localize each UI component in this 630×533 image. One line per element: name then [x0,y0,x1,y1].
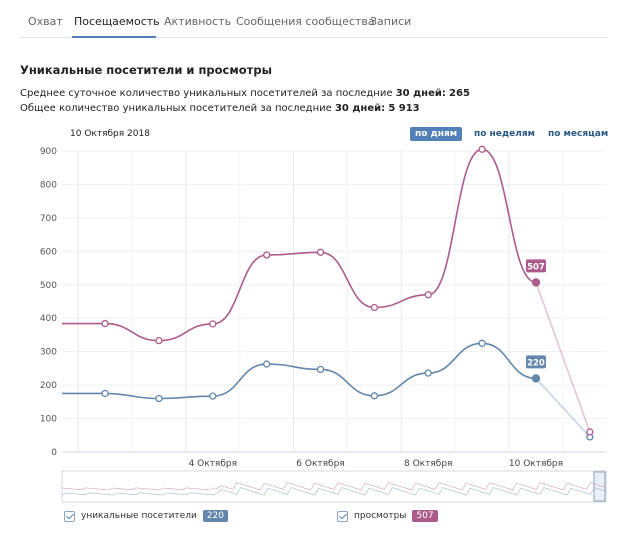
tab-reach[interactable]: Охват [28,15,63,28]
series-line-1 [62,148,537,342]
y-tick-label: 900 [40,147,57,157]
data-point [316,365,325,374]
y-tick-label: 300 [40,348,57,358]
x-tick-label: 8 Октября [404,459,452,469]
series-line-0 [62,342,537,400]
legend-views-label: просмотры [354,511,407,521]
data-point [316,248,325,256]
avg-visitors-stat: Среднее суточное количество уникальных п… [20,88,470,99]
navigator-selection-handle [593,471,606,502]
legend-visitors-badge: 220 [202,510,228,522]
data-point [531,374,541,383]
series-projection-1 [535,282,591,433]
highlight-badge [525,259,546,273]
data-point [263,251,271,259]
data-point [478,145,486,153]
period-daily-button[interactable]: по дням [410,127,463,141]
y-tick-label: 700 [40,214,57,224]
legend-visitors: уникальные посетители 220 [64,510,228,522]
period-monthly-button[interactable]: по месяцам [548,129,609,139]
period-weekly-button[interactable]: по неделям [474,129,535,139]
visitors-checkbox[interactable] [64,510,75,522]
legend-views-badge: 507 [412,510,438,522]
total-visitors-days: 30 дней: [334,103,386,114]
navigator-line [61,487,607,496]
data-point [155,336,163,345]
y-tick-label: 0 [51,448,57,458]
highlight-label: 507 [527,262,545,272]
views-checkbox[interactable] [337,510,348,522]
x-tick-label: 6 Октября [296,459,344,469]
tab-community-messages[interactable]: Сообщения сообщества [236,15,375,28]
avg-visitors-days: 30 дней: [395,88,446,99]
navigator-line [61,482,607,491]
y-tick-label: 400 [40,314,57,324]
data-point [263,360,271,368]
navigator-frame [61,470,607,503]
total-visitors-stat: Общее количество уникальных посетителей … [20,103,420,114]
section-title: Уникальные посетители и просмотры [20,63,272,77]
tab-posts[interactable]: Записи [370,15,412,28]
avg-visitors-value: 265 [449,88,470,99]
total-visitors-prefix: Общее количество уникальных посетителей … [20,103,332,114]
total-visitors-value: 5 913 [388,103,420,114]
tabs-bar: Охват Посещаемость Активность Сообщения … [20,0,608,38]
data-point [424,369,432,377]
tab-activity[interactable]: Активность [164,15,232,28]
x-tick-label: 4 Октября [189,459,237,469]
chart-date-label: 10 Октября 2018 [70,129,150,139]
active-tab-indicator [72,36,156,38]
y-tick-label: 600 [40,247,57,257]
data-point [209,392,217,400]
data-point [155,394,163,403]
tab-attendance[interactable]: Посещаемость [74,15,160,28]
data-point [424,291,432,299]
highlight-badge [525,355,546,369]
data-point [586,428,594,436]
x-tick-label: 10 Октября [509,459,563,469]
y-tick-label: 800 [40,180,57,190]
data-point [370,392,379,400]
data-point [101,389,109,398]
visits-line-chart: 0 100 200 300 400 500 600 700 800 900 4 Октября 6 О… [40,145,607,503]
avg-visitors-prefix: Среднее суточное количество уникальных п… [20,88,393,99]
legend-visitors-label: уникальные посетители [81,511,197,521]
highlight-label: 220 [527,358,545,368]
data-point [531,278,541,287]
data-point [101,319,109,328]
data-point [209,320,217,328]
y-tick-label: 200 [40,381,57,391]
y-tick-label: 100 [40,415,57,425]
data-point [478,339,486,347]
series-projection-0 [535,377,591,438]
y-tick-label: 500 [40,281,57,291]
legend-views: просмотры 507 [337,510,438,522]
data-point [370,303,379,312]
